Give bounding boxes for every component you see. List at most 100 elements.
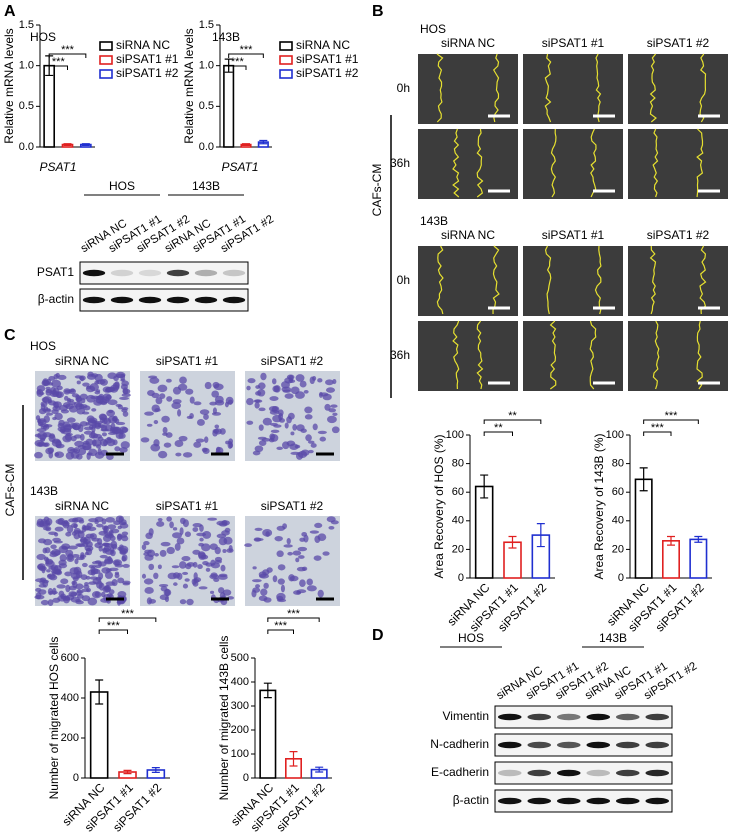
time-label: 36h bbox=[390, 348, 410, 362]
cell-stain bbox=[50, 544, 57, 550]
cell-stain bbox=[171, 402, 181, 410]
cell-stain bbox=[202, 447, 210, 455]
cell-stain bbox=[304, 406, 313, 414]
cell-stain bbox=[119, 549, 127, 555]
cell-stain bbox=[89, 576, 98, 580]
y-tick-label: 100 bbox=[231, 748, 249, 760]
cell-stain bbox=[77, 424, 84, 433]
legend-swatch bbox=[279, 41, 293, 51]
significance-label: *** bbox=[287, 608, 301, 620]
cell-stain bbox=[262, 569, 270, 576]
cell-stain bbox=[85, 422, 90, 426]
cell-stain bbox=[81, 411, 90, 415]
cell-stain bbox=[221, 530, 230, 536]
wound-image bbox=[418, 321, 518, 391]
cell-stain bbox=[158, 583, 169, 588]
y-tick-label: 80 bbox=[612, 458, 624, 470]
y-tick-label: 200 bbox=[61, 732, 79, 744]
cell-stain bbox=[167, 572, 178, 580]
cell-stain bbox=[113, 520, 121, 526]
blot-frame bbox=[494, 733, 673, 757]
cell-stain bbox=[287, 551, 293, 556]
wound-image bbox=[418, 246, 518, 316]
cell-stain bbox=[328, 408, 337, 413]
cell-stain bbox=[39, 437, 46, 442]
row-label: E-cadherin bbox=[431, 765, 489, 779]
cell-stain bbox=[80, 574, 88, 581]
cell-stain bbox=[43, 415, 50, 423]
cell-stain bbox=[276, 446, 283, 451]
cell-stain bbox=[52, 405, 61, 412]
cell-stain bbox=[254, 537, 264, 542]
column-label: siPSAT1 #1 bbox=[156, 354, 219, 368]
row-label: PSAT1 bbox=[37, 265, 74, 279]
cell-stain bbox=[122, 387, 129, 395]
y-tick-label: 200 bbox=[231, 724, 249, 736]
cell-stain bbox=[79, 376, 85, 382]
cell-stain bbox=[300, 428, 307, 433]
cell-stain bbox=[317, 378, 323, 383]
y-tick-label: 600 bbox=[61, 652, 79, 664]
cell-stain bbox=[181, 556, 191, 562]
band bbox=[110, 296, 134, 304]
error-bar bbox=[95, 679, 104, 705]
cell-stain bbox=[97, 562, 103, 567]
cell-stain bbox=[92, 421, 97, 429]
cell-stain bbox=[148, 375, 158, 379]
cell-stain bbox=[119, 396, 130, 401]
cell-stain bbox=[148, 563, 155, 571]
significance-bracket bbox=[98, 617, 157, 622]
band bbox=[527, 741, 552, 749]
cell-stain bbox=[246, 397, 254, 406]
cell-stain bbox=[107, 399, 118, 406]
cell-stain bbox=[277, 564, 286, 571]
panel-label: D bbox=[372, 627, 384, 644]
wound-edge bbox=[544, 245, 552, 315]
cell-stain bbox=[178, 435, 188, 442]
cell-stain bbox=[244, 543, 253, 547]
significance-bracket bbox=[98, 629, 128, 634]
cell-stain bbox=[288, 379, 296, 384]
cell-stain bbox=[314, 522, 323, 529]
cell-stain bbox=[117, 525, 122, 530]
cell-stain bbox=[163, 442, 172, 448]
cell-stain bbox=[252, 579, 262, 583]
y-tick-label: 100 bbox=[606, 429, 624, 441]
cell-stain bbox=[102, 393, 112, 402]
cell-stain bbox=[317, 430, 327, 435]
cell-stain bbox=[176, 537, 185, 545]
cell-stain bbox=[45, 412, 53, 416]
cell-stain bbox=[96, 523, 104, 528]
cell-stain bbox=[319, 436, 326, 442]
cell-stain bbox=[91, 537, 100, 542]
cell-stain bbox=[184, 578, 190, 582]
cell-stain bbox=[218, 574, 228, 580]
cell-stain bbox=[312, 423, 318, 431]
cell-stain bbox=[115, 431, 124, 440]
error-bar bbox=[259, 139, 268, 145]
cell-stain bbox=[255, 584, 261, 589]
cell-stain bbox=[38, 583, 47, 588]
wound-image bbox=[523, 129, 623, 199]
cell-stain bbox=[192, 527, 199, 532]
cell-stain bbox=[47, 447, 55, 454]
cell-stain bbox=[219, 428, 226, 435]
bar bbox=[259, 689, 277, 779]
error-bar bbox=[639, 467, 648, 492]
significance-label: *** bbox=[61, 44, 75, 56]
cell-stain bbox=[225, 440, 230, 445]
row-label: β-actin bbox=[38, 292, 74, 306]
y-tick-label: 0 bbox=[458, 572, 464, 584]
cell-stain bbox=[35, 415, 41, 421]
cell-stain bbox=[169, 521, 174, 529]
blot-frame bbox=[79, 261, 249, 285]
cell-stain bbox=[189, 396, 195, 404]
bar bbox=[634, 478, 653, 579]
cell-stain bbox=[304, 414, 313, 420]
band bbox=[497, 797, 522, 805]
cell-stain bbox=[36, 553, 46, 561]
cell-stain bbox=[209, 573, 219, 580]
cell-stain bbox=[122, 563, 130, 568]
wound-edge bbox=[436, 53, 444, 123]
cell-stain bbox=[110, 428, 115, 432]
